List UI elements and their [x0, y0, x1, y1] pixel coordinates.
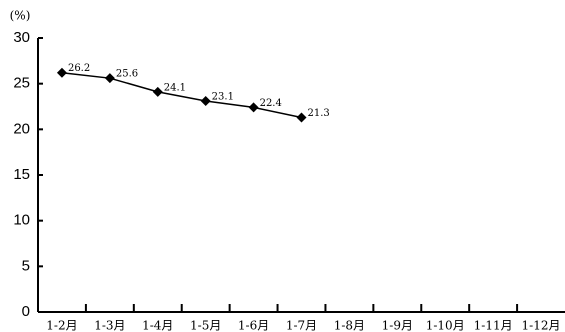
x-tick-label: 1-10月: [426, 319, 465, 332]
data-label: 22.4: [260, 98, 282, 109]
y-tick-label: 0: [22, 303, 30, 320]
x-tick-label: 1-3月: [94, 319, 125, 332]
marker: [104, 73, 115, 84]
x-tick-label: 1-12月: [522, 319, 561, 332]
x-tick-label: 1-8月: [334, 319, 365, 332]
x-tick-label: 1-5月: [190, 319, 221, 332]
y-tick-label: 10: [13, 212, 30, 229]
series-line: [61, 71, 302, 119]
x-tick-label: 1-2月: [46, 319, 77, 332]
y-tick-label: 20: [13, 120, 30, 137]
y-tick-label: 25: [13, 75, 30, 92]
marker: [296, 112, 307, 123]
marker: [248, 102, 259, 113]
x-tick-label: 1-4月: [142, 319, 173, 332]
data-label: 26.2: [68, 63, 90, 74]
data-label: 25.6: [116, 69, 138, 80]
data-label: 24.1: [164, 82, 186, 93]
x-tick-label: 1-11月: [474, 319, 513, 332]
x-tick-label: 1-7月: [286, 319, 317, 332]
x-tick-label: 1-6月: [238, 319, 269, 332]
data-label: 21.3: [308, 108, 330, 119]
y-tick-label: 30: [13, 29, 30, 46]
marker: [200, 96, 211, 107]
y-axis-label: (%): [10, 9, 31, 23]
marker: [152, 86, 163, 97]
marker: [56, 67, 67, 78]
y-tick-label: 5: [22, 257, 30, 274]
x-tick-label: 1-9月: [382, 319, 413, 332]
data-label: 23.1: [212, 92, 234, 103]
y-tick-label: 15: [13, 166, 30, 183]
